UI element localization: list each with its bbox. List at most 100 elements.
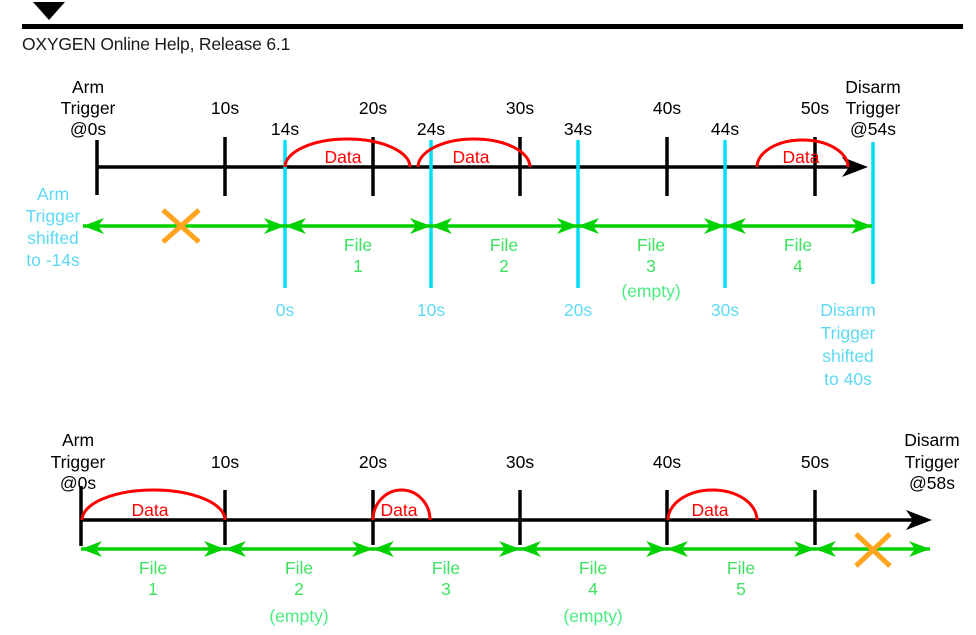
arrowhead-icon (667, 541, 688, 557)
arrowhead-icon (499, 541, 520, 557)
arrowhead-icon (352, 541, 373, 557)
data-label: Data (692, 500, 729, 520)
d1-arm-shifted-label: Trigger (26, 206, 81, 226)
d1-file-span-arrowheads (83, 218, 872, 234)
d1-data-arc-1 (283, 137, 412, 168)
arrowhead-icon (815, 541, 836, 557)
d2-axis-group (79, 486, 913, 546)
arrowhead-icon (264, 218, 285, 234)
d2-tick-label: 30s (506, 452, 534, 472)
file-label: 2 (499, 256, 509, 276)
file-empty-label: (empty) (269, 606, 328, 626)
d1-offset-label: 34s (564, 119, 592, 139)
d2-axis-arrowhead-icon (906, 510, 932, 530)
file-label: File (579, 558, 607, 578)
file-label: 2 (294, 579, 304, 599)
d2-disarm-label: @58s (909, 473, 955, 493)
d1-data-arc-3 (755, 138, 850, 168)
d1-black-labels: Arm Trigger @0s 10s 20s 30s 40s 50s 14s … (61, 77, 901, 139)
d1-disarm-shifted-label: shifted (822, 346, 874, 366)
d2-tick-label: 10s (211, 452, 239, 472)
data-label: Data (381, 500, 418, 520)
file-label: File (432, 558, 460, 578)
arrowhead-icon (725, 218, 746, 234)
file-label: File (285, 558, 313, 578)
d1-disarm-shifted-label: to 40s (824, 369, 872, 389)
file-empty-label: (empty) (563, 606, 622, 626)
d2-black-labels: Arm Trigger @0s 10s 20s 30s 40s 50s Disa… (51, 430, 960, 493)
file-label: 3 (646, 256, 656, 276)
arrowhead-icon (557, 218, 578, 234)
d2-arm-label: @0s (60, 473, 96, 493)
page-title: OXYGEN Online Help, Release 6.1 (22, 34, 291, 54)
file-label: 5 (736, 579, 746, 599)
d2-file-span-arrowheads (81, 541, 930, 557)
x-stroke (161, 208, 201, 244)
d1-new-tick-label: 20s (564, 300, 592, 320)
d1-tick-label: 20s (359, 98, 387, 118)
arrowhead-icon (794, 541, 815, 557)
d1-arm-label: @0s (70, 119, 106, 139)
arrowhead-icon (646, 541, 667, 557)
arrowhead-icon (81, 541, 102, 557)
d1-data-arcs (283, 137, 850, 168)
data-label: Data (453, 147, 490, 167)
d1-new-tick-label: 10s (417, 300, 445, 320)
d1-tick-label: 10s (211, 98, 239, 118)
d1-data-labels: Data Data Data (325, 147, 820, 167)
arrowhead-icon (410, 218, 431, 234)
d2-disarm-label: Trigger (905, 452, 960, 472)
d2-tick-label: 20s (359, 452, 387, 472)
d1-data-arc-2 (416, 137, 532, 168)
d2-data-labels: Data Data Data (132, 500, 729, 520)
file-label: 3 (441, 579, 451, 599)
file-label: 1 (353, 256, 363, 276)
arrowhead-icon (431, 218, 452, 234)
d1-disarm-label: Trigger (846, 98, 901, 118)
file-label: File (637, 235, 665, 255)
d2-discard-x-icon (854, 532, 892, 568)
d2-tick-label: 40s (653, 452, 681, 472)
d1-disarm-label: Disarm (845, 77, 900, 97)
d2-empty-labels: (empty) (empty) (269, 606, 622, 626)
d1-new-tick-label: 30s (711, 300, 739, 320)
x-stroke (854, 532, 892, 568)
file-label: 4 (793, 256, 803, 276)
d1-discard-x-icon (161, 208, 201, 244)
d2-data-arc-1 (80, 488, 227, 521)
d2-arm-label: Arm (62, 430, 94, 450)
arrowhead-icon (851, 218, 872, 234)
d1-arm-label: Arm (72, 77, 104, 97)
file-label: File (490, 235, 518, 255)
section-marker-triangle-icon (33, 2, 65, 20)
d2-file-labels: File 1 File 2 File 3 File 4 File 5 (139, 558, 755, 599)
arrowhead-icon (225, 541, 246, 557)
arrowhead-icon (909, 541, 930, 557)
d1-offset-label: 44s (711, 119, 739, 139)
d1-arm-label: Trigger (61, 98, 116, 118)
d1-new-tick-label: 0s (276, 300, 295, 320)
file-empty-label: (empty) (621, 281, 680, 301)
d2-data-arc-3 (666, 488, 759, 521)
file-label: File (784, 235, 812, 255)
data-label: Data (783, 147, 820, 167)
file-label: File (727, 558, 755, 578)
d1-cyan-labels: Arm Trigger shifted to -14s 0s 10s 20s 3… (26, 184, 876, 389)
arrowhead-icon (704, 218, 725, 234)
d1-arm-shifted-label: Arm (37, 184, 69, 204)
d2-data-arcs (80, 488, 759, 521)
file-label: 1 (148, 579, 158, 599)
d2-tick-label: 50s (801, 452, 829, 472)
arrowhead-icon (83, 218, 104, 234)
d2-data-arc-2 (371, 488, 432, 521)
d1-tick-label: 30s (506, 98, 534, 118)
arrowhead-icon (578, 218, 599, 234)
d1-arm-shifted-label: shifted (27, 228, 79, 248)
file-label: File (139, 558, 167, 578)
d1-disarm-shifted-label: Disarm (820, 300, 875, 320)
file-label: File (344, 235, 372, 255)
arrowhead-icon (204, 541, 225, 557)
d1-disarm-label: @54s (850, 119, 896, 139)
d1-shifted-lines (283, 140, 875, 288)
